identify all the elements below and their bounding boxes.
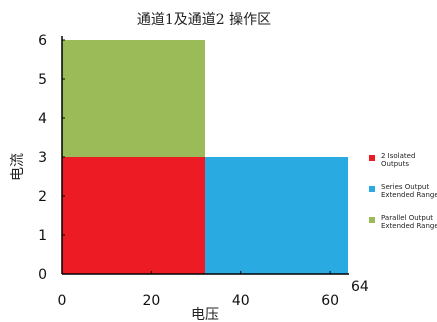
x-tick-label: 60 xyxy=(321,293,339,309)
y-tick-label: 1 xyxy=(38,228,47,244)
plot-regions xyxy=(62,40,348,274)
legend-swatch-2-isolated-outputs xyxy=(369,155,375,161)
legend-label: Series Output xyxy=(381,183,429,191)
legend-label: Outputs xyxy=(381,160,409,168)
region-2-isolated-outputs xyxy=(62,157,205,274)
region-series-output-extended-range xyxy=(205,157,348,274)
y-tick-label: 3 xyxy=(38,150,47,166)
y-tick-label: 6 xyxy=(38,33,47,49)
region-parallel-output-extended-range xyxy=(62,40,205,157)
y-tick-label: 5 xyxy=(38,72,47,88)
y-ticks: 0 1 2 3 4 5 6 xyxy=(38,33,65,283)
x-axis-label: 电压 xyxy=(191,307,219,322)
y-tick-label: 0 xyxy=(38,267,47,283)
x-tick-label: 40 xyxy=(232,293,250,309)
y-axis-label: 电流 xyxy=(10,153,26,181)
x-tick-label: 0 xyxy=(58,293,67,309)
x-tick-label: 20 xyxy=(142,293,160,309)
y-tick-label: 4 xyxy=(38,111,47,127)
legend-label: Extended Range xyxy=(381,191,437,199)
legend-swatch-series-output-extended-range xyxy=(369,186,375,192)
y-tick-label: 2 xyxy=(38,189,47,205)
x-tick-label-end: 64 xyxy=(351,279,369,295)
legend-swatch-parallel-output-extended-range xyxy=(369,217,375,223)
legend-label: Parallel Output xyxy=(381,214,433,222)
chart-title: 通道1及通道2 操作区 xyxy=(137,12,271,28)
legend-label: 2 Isolated xyxy=(381,152,415,160)
legend-label: Extended Range xyxy=(381,222,437,230)
x-ticks: 0 20 40 60 64 xyxy=(58,271,369,309)
